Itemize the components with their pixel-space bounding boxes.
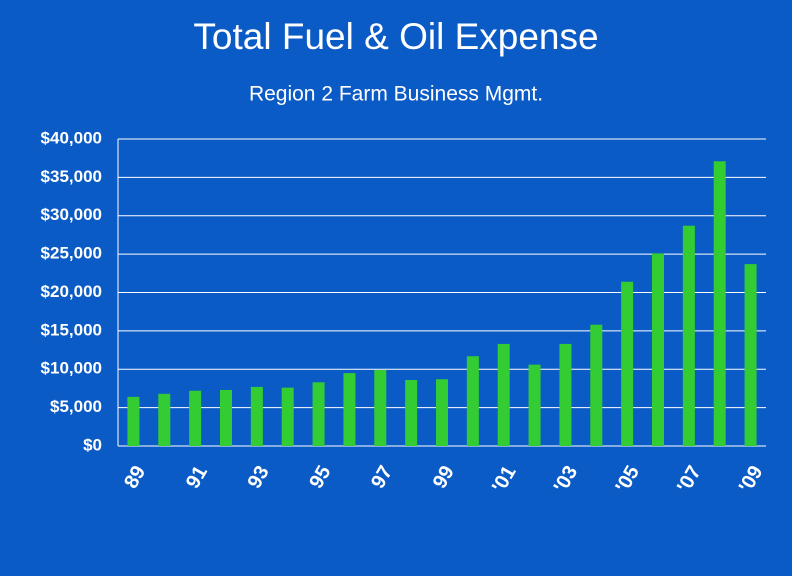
y-tick-label: $5,000: [50, 397, 102, 416]
y-tick-label: $15,000: [41, 320, 102, 339]
y-tick-label: $25,000: [41, 244, 102, 263]
chart-subtitle: Region 2 Farm Business Mgmt.: [249, 83, 543, 106]
bar: [127, 396, 140, 446]
bar: [405, 379, 418, 446]
bar: [281, 387, 294, 446]
bar: [220, 389, 232, 446]
bar: [436, 379, 448, 446]
y-tick-label: $0: [83, 435, 102, 454]
bar: [652, 253, 664, 446]
bar: [621, 281, 634, 446]
bar: [497, 343, 510, 446]
y-tick-label: $20,000: [41, 282, 102, 301]
bar: [528, 364, 541, 446]
bar: [559, 343, 572, 446]
bar: [312, 382, 325, 446]
bar: [189, 390, 202, 446]
bar: [158, 393, 171, 446]
bar: [374, 370, 387, 446]
chart-title: Total Fuel & Oil Expense: [193, 16, 598, 57]
bar: [343, 373, 356, 446]
bar: [744, 264, 757, 446]
bar: [466, 356, 479, 446]
bar: [590, 324, 603, 446]
bar: [250, 386, 263, 446]
y-tick-label: $35,000: [41, 167, 102, 186]
y-tick-label: $10,000: [41, 359, 102, 378]
bar: [682, 225, 695, 446]
y-tick-label: $30,000: [41, 205, 102, 224]
y-tick-label: $40,000: [41, 128, 102, 147]
bar: [713, 161, 726, 446]
